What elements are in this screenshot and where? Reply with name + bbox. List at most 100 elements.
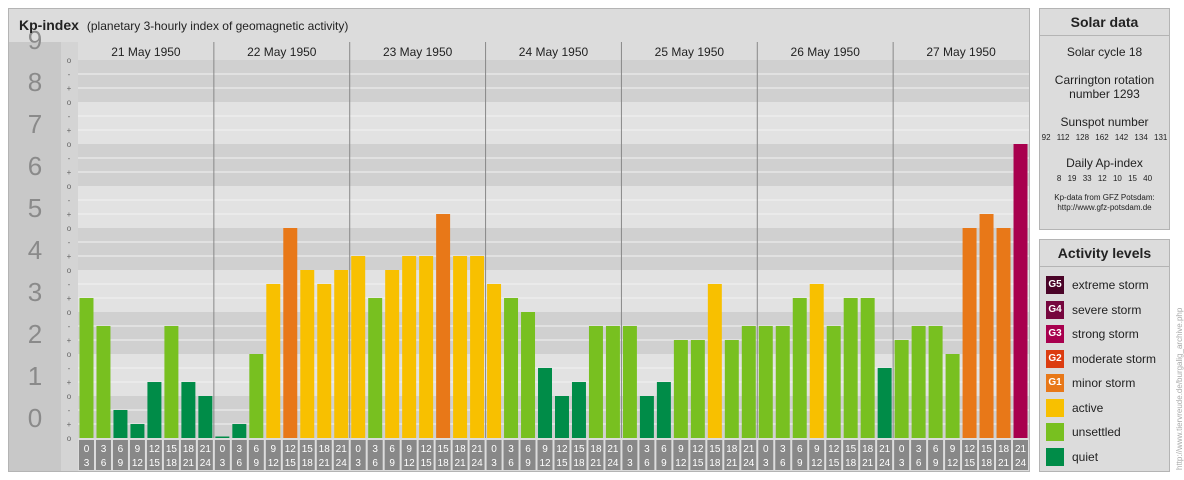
kp-band-5 <box>78 186 1029 228</box>
interval-label-box <box>554 440 570 470</box>
kp-bar <box>588 325 603 438</box>
kp-chart-panel: 0 1 2 3 4 5 6 7 8 9 o + - o + - o + - o + - o + - o + - o + - o + - o + - o 21… <box>8 8 1030 472</box>
activity-level-label: quiet <box>1072 449 1099 464</box>
interval-label-end: 15 <box>692 458 704 469</box>
interval-label-start: 21 <box>472 444 484 455</box>
credit-link[interactable]: http://www.gfz-potsdam.de <box>1057 203 1152 212</box>
interval-label-box <box>129 440 145 470</box>
activity-level-swatch: G5 <box>1046 276 1064 295</box>
activity-level-swatch: G3 <box>1046 325 1064 344</box>
kp-bar <box>453 256 468 438</box>
interval-label-box <box>163 440 179 470</box>
interval-label-box <box>639 440 655 470</box>
interval-label-box <box>282 440 298 470</box>
kp-bar <box>470 256 485 438</box>
interval-label-start: 12 <box>556 444 568 455</box>
interval-label-start: 18 <box>862 444 874 455</box>
activity-level-label: moderate storm <box>1072 351 1157 366</box>
interval-label-start: 12 <box>964 444 976 455</box>
interval-label-box <box>231 440 247 470</box>
kp-band-8 <box>78 60 1029 102</box>
kp-bar <box>911 325 926 438</box>
activity-level-label: active <box>1072 400 1104 415</box>
kp-bar <box>809 283 824 438</box>
y-minor-tick-label: + <box>67 378 72 387</box>
y-minor-tick-label: - <box>68 364 71 373</box>
interval-label-end: 6 <box>508 458 514 469</box>
y-minor-tick-label: + <box>67 336 72 345</box>
y-minor-tick-label: + <box>67 84 72 93</box>
interval-label-end: 12 <box>404 458 416 469</box>
interval-label-start: 6 <box>389 444 395 455</box>
day-label: 25 May 1950 <box>655 45 725 59</box>
interval-label-start: 21 <box>336 444 348 455</box>
y-minor-tick-label: + <box>67 294 72 303</box>
interval-label-box <box>384 440 400 470</box>
activity-level-swatch: G1 <box>1046 374 1064 393</box>
kp-bar <box>962 228 977 438</box>
interval-label-start: 18 <box>590 444 602 455</box>
interval-label-end: 9 <box>525 458 531 469</box>
interval-label-end: 18 <box>438 458 450 469</box>
kp-bar <box>504 298 519 438</box>
interval-label-box <box>350 440 366 470</box>
activity-level-label: strong storm <box>1072 327 1139 342</box>
y-minor-tick-label: + <box>67 252 72 261</box>
interval-label-box <box>112 440 128 470</box>
y-minor-tick-label: o <box>67 140 72 149</box>
kp-bar <box>487 283 502 438</box>
interval-label-start: 12 <box>692 444 704 455</box>
interval-label-end: 3 <box>220 458 226 469</box>
interval-label-start: 9 <box>678 444 684 455</box>
interval-label-start: 12 <box>149 444 161 455</box>
interval-label-box <box>265 440 281 470</box>
interval-label-start: 0 <box>491 444 497 455</box>
interval-label-end: 21 <box>998 458 1010 469</box>
kp-bar <box>521 312 536 438</box>
interval-label-end: 9 <box>118 458 124 469</box>
kp-bar <box>860 298 875 438</box>
y-minor-tick-label: o <box>67 308 72 317</box>
interval-label-end: 9 <box>389 458 395 469</box>
kp-bar <box>656 382 671 438</box>
activity-level-extreme-storm: G5 extreme storm <box>1040 273 1169 298</box>
chart-title-text: Kp-index <box>19 17 79 33</box>
activity-level-swatch <box>1046 447 1064 466</box>
interval-label-end: 9 <box>254 458 260 469</box>
kp-bar <box>622 325 637 438</box>
activity-level-label: unsettled <box>1072 425 1121 440</box>
y-minor-tick-label: + <box>67 420 72 429</box>
kp-bar <box>996 228 1011 438</box>
kp-bar <box>758 325 773 438</box>
interval-label-end: 9 <box>661 458 667 469</box>
y-minor-tick-label: - <box>68 196 71 205</box>
kp-bar <box>741 325 756 438</box>
interval-label-box <box>979 440 995 470</box>
interval-label-start: 6 <box>525 444 531 455</box>
interval-label-start: 15 <box>438 444 450 455</box>
interval-label-box <box>435 440 451 470</box>
y-minor-tick-label: o <box>67 56 72 65</box>
interval-label-box <box>758 440 774 470</box>
kp-bar <box>792 298 807 438</box>
interval-label-end: 6 <box>237 458 243 469</box>
interval-label-end: 3 <box>899 458 905 469</box>
interval-label-box <box>214 440 230 470</box>
interval-label-start: 9 <box>950 444 956 455</box>
interval-label-start: 0 <box>627 444 633 455</box>
interval-label-end: 15 <box>149 458 161 469</box>
kp-band-2 <box>78 312 1029 354</box>
interval-label-box <box>537 440 553 470</box>
kp-bar <box>673 340 688 438</box>
interval-label-start: 18 <box>319 444 331 455</box>
kp-band-4 <box>78 228 1029 270</box>
interval-label-end: 21 <box>319 458 331 469</box>
interval-label-start: 0 <box>355 444 361 455</box>
kp-bar <box>555 396 569 438</box>
interval-label-box <box>945 440 961 470</box>
interval-label-start: 15 <box>981 444 993 455</box>
kp-credit: Kp-data from GFZ Potsdam: http://www.gfz… <box>1040 193 1169 213</box>
interval-label-box <box>707 440 723 470</box>
y-minor-tick-label: - <box>68 112 71 121</box>
kp-bar <box>283 228 298 438</box>
